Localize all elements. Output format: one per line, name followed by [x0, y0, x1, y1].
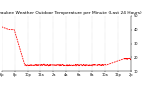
- Title: Milwaukee Weather Outdoor Temperature per Minute (Last 24 Hours): Milwaukee Weather Outdoor Temperature pe…: [0, 11, 142, 15]
